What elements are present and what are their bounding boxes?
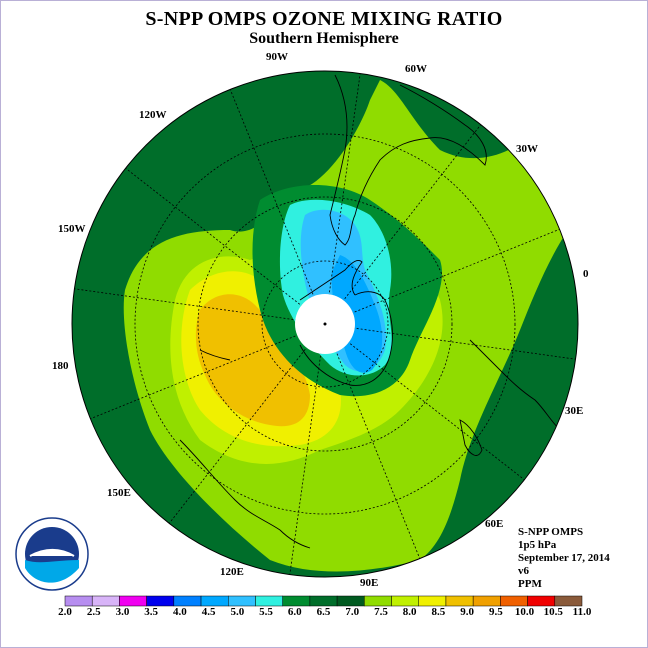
latitude-circle: [134, 133, 516, 515]
meridian-label-60w: 60W: [405, 63, 427, 75]
meridian-label-30e: 30E: [565, 405, 584, 417]
pressure-level-label: 1p5 hPa: [518, 539, 557, 551]
colorbar-label: 3.0: [115, 606, 130, 618]
map-boundary: [71, 70, 579, 578]
colorbar-label: 6.5: [316, 606, 331, 618]
colorbar-label: 4.0: [173, 606, 187, 618]
australia-coast: [179, 439, 311, 549]
antarctic-peninsula-coast: [299, 259, 363, 301]
antarctica-coast: [299, 291, 393, 386]
meridian-label-120e: 120E: [220, 566, 244, 578]
colorbar-label: 9.5: [488, 606, 503, 618]
colorbar-swatch: [364, 595, 392, 607]
colorbar-label: 2.0: [58, 606, 72, 618]
colorbar-swatch: [500, 595, 528, 607]
meridian-label-90w: 90W: [266, 51, 288, 63]
version-label: v6: [518, 565, 529, 577]
noaa-logo: [15, 517, 89, 591]
colorbar-label: 9.0: [460, 606, 474, 618]
colorbar-swatch: [445, 595, 474, 607]
colorbar-swatch: [391, 595, 419, 607]
field-orange: [195, 294, 310, 427]
graticule: [74, 73, 576, 575]
colorbar-label: 4.5: [201, 606, 216, 618]
colorbar-label: 2.5: [86, 606, 101, 618]
page-subtitle: Southern Hemisphere: [249, 30, 399, 47]
africa-coast: [469, 339, 561, 431]
meridian-label-150e: 150E: [107, 487, 131, 499]
colorbar-swatch: [282, 595, 311, 607]
coastlines: [179, 74, 561, 549]
meridian-label-180: 180: [52, 360, 69, 372]
colorbar-label: 7.0: [345, 606, 360, 618]
meridian-label-60e: 60E: [485, 518, 504, 530]
colorbar-swatch: [200, 595, 229, 607]
meridian-label-0: 0: [583, 268, 589, 280]
date-label: September 17, 2014: [518, 552, 610, 564]
colorbar-label: 8.5: [431, 606, 446, 618]
meridian-label-150w: 150W: [58, 223, 86, 235]
meridian-label-120w: 120W: [139, 109, 167, 121]
colorbar-label: 10.5: [543, 606, 563, 618]
colorbar-label: 10.0: [514, 606, 535, 618]
colorbar-label: 5.5: [259, 606, 273, 618]
south-america-coast: [329, 74, 487, 246]
south-pole-dot: [323, 322, 327, 326]
latitude-circle: [261, 260, 389, 388]
page-title: S-NPP OMPS OZONE MIXING RATIO: [145, 8, 503, 30]
colorbar-label: 8.0: [402, 606, 417, 618]
instrument-label: S-NPP OMPS: [518, 526, 584, 538]
colorbar-label: 3.5: [144, 606, 159, 618]
units-label: PPM: [518, 578, 542, 590]
colorbar-label: 7.5: [374, 606, 388, 618]
meridian-label-90e: 90E: [360, 577, 379, 589]
colorbar-swatch: [255, 595, 283, 607]
colorbar-swatch: [554, 595, 583, 607]
new-zealand-coast: [199, 349, 231, 361]
latitude-circle: [197, 196, 453, 452]
colorbar-swatch: [472, 595, 501, 607]
colorbar-swatch: [228, 595, 256, 607]
colorbar-swatch: [146, 595, 175, 607]
colorbar-swatch: [119, 595, 147, 607]
colorbar-label: 5.0: [230, 606, 245, 618]
madagascar-coast: [459, 419, 483, 456]
colorbar-label: 6.0: [287, 606, 302, 618]
colorbar-swatch: [64, 595, 93, 607]
colorbar-swatch: [418, 595, 447, 607]
colorbar-swatch: [527, 595, 556, 607]
colorbar-swatch: [336, 595, 365, 607]
colorbar-label: 11.0: [572, 606, 592, 618]
meridian-label-30w: 30W: [516, 143, 538, 155]
colorbar: [64, 595, 583, 607]
info-block: S-NPP OMPS 1p5 hPa September 17, 2014 v6…: [518, 526, 610, 591]
colorbar-swatch: [173, 595, 202, 607]
colorbar-swatch: [91, 595, 120, 607]
colorbar-swatch: [309, 595, 338, 607]
